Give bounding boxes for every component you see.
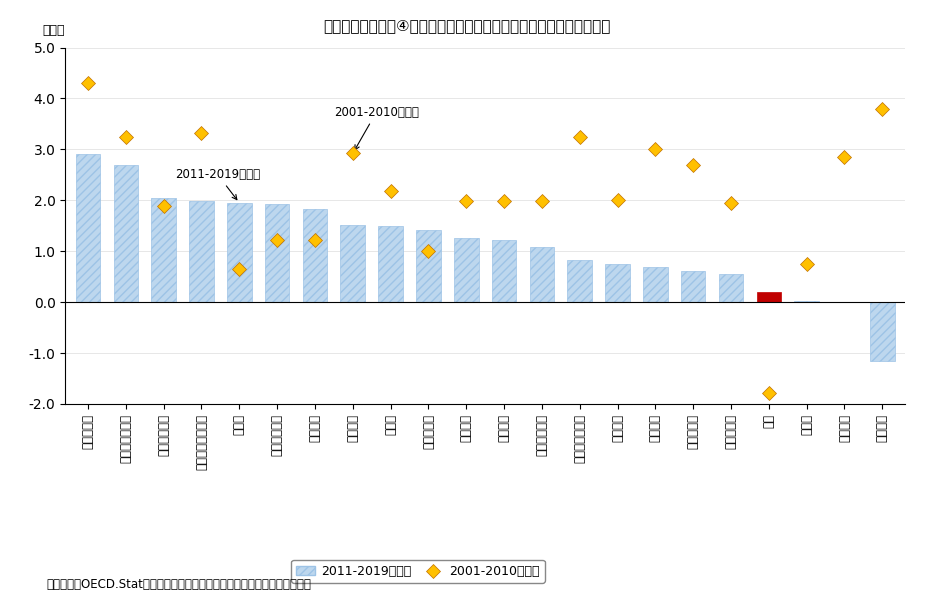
Bar [643,267,668,302]
Bar [757,292,781,302]
Bar [378,226,403,302]
Bar [265,204,289,302]
Text: 資料出所　OECD.Statをもとに厚生労働省政策統括官付政策統括室にて作成: 資料出所 OECD.Statをもとに厚生労働省政策統括官付政策統括室にて作成 [47,578,312,591]
Text: （％）: （％） [43,24,65,37]
Bar [530,247,554,302]
Bar [189,201,214,302]
Bar [492,240,516,302]
Bar [151,198,176,302]
Legend: 2011-2019年平均, 2001-2010年平均: 2011-2019年平均, 2001-2010年平均 [291,560,545,583]
Bar [341,225,365,302]
Bar [416,230,440,302]
Bar [454,238,479,302]
Bar [870,302,895,361]
Bar [718,274,744,302]
Bar [227,203,252,302]
Text: 2011-2019年平均: 2011-2019年平均 [175,168,260,200]
Bar [302,210,327,302]
Bar [794,301,819,302]
Bar [114,165,138,302]
Text: 2001-2010年平均: 2001-2010年平均 [334,106,419,150]
Text: 【コラム１－１－④図　単位労働費用（ＵＬＣ）上昇率の国際比較】: 【コラム１－１－④図 単位労働費用（ＵＬＣ）上昇率の国際比較】 [323,18,610,33]
Bar [606,264,630,302]
Bar [567,260,592,302]
Bar [76,154,100,302]
Bar [681,270,705,302]
